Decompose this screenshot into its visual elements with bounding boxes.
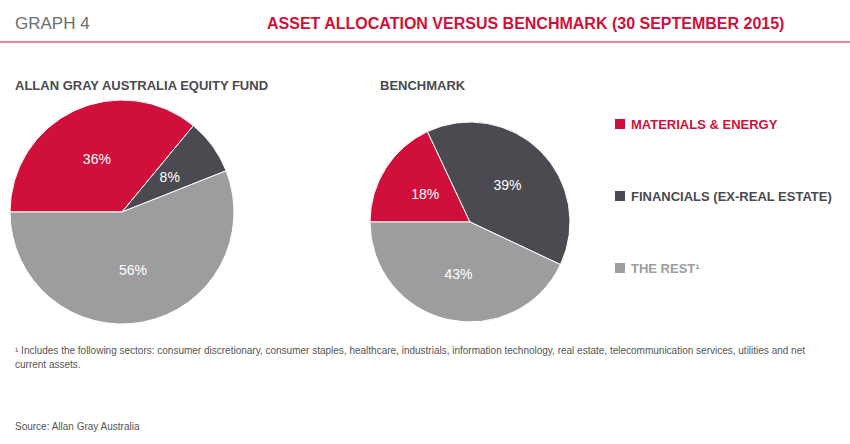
svg-text:43%: 43% [444,266,472,282]
svg-text:GRAPH 4: GRAPH 4 [15,14,90,33]
svg-text:56%: 56% [119,262,147,278]
svg-text:THE REST¹: THE REST¹ [631,261,700,276]
svg-text:¹ Includes the following secto: ¹ Includes the following sectors: consum… [15,345,808,356]
svg-text:18%: 18% [411,186,439,202]
svg-text:FINANCIALS (EX-REAL ESTATE): FINANCIALS (EX-REAL ESTATE) [631,189,832,204]
svg-text:MATERIALS & ENERGY: MATERIALS & ENERGY [631,117,778,132]
svg-text:BENCHMARK: BENCHMARK [380,78,466,93]
svg-text:Source: Allan Gray Australia: Source: Allan Gray Australia [15,421,140,432]
svg-text:36%: 36% [83,151,111,167]
svg-text:ALLAN GRAY AUSTRALIA EQUITY FU: ALLAN GRAY AUSTRALIA EQUITY FUND [15,78,268,93]
svg-text:39%: 39% [493,177,521,193]
svg-text:ASSET ALLOCATION VERSUS BENCHM: ASSET ALLOCATION VERSUS BENCHMARK (30 SE… [267,15,784,32]
svg-text:8%: 8% [160,169,180,185]
svg-text:current assets.: current assets. [15,359,81,370]
